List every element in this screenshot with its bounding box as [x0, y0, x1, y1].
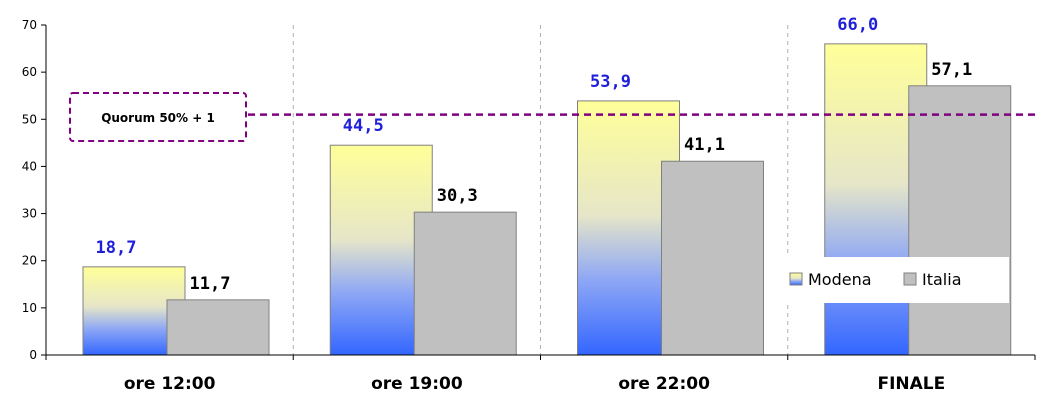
legend-label: Italia: [922, 270, 962, 289]
x-tick-label: ore 22:00: [618, 374, 710, 394]
data-label: 11,7: [190, 274, 231, 294]
data-label: 41,1: [684, 135, 725, 155]
data-label: 57,1: [931, 60, 972, 80]
quorum-label-box: [69, 92, 247, 142]
legend-box: [775, 257, 1009, 303]
legend: Modena Italia: [775, 257, 1009, 303]
y-tick-label: 30: [22, 207, 37, 221]
data-label: 66,0: [837, 15, 878, 35]
y-tick-label: 0: [29, 348, 37, 362]
data-label: 30,3: [437, 186, 478, 206]
bar-italia: [908, 85, 1012, 356]
bars-layer: [82, 43, 1012, 356]
y-tick-label: 70: [22, 18, 37, 32]
legend-label: Modena: [808, 270, 872, 289]
legend-swatch: [903, 272, 917, 286]
y-tick-label: 40: [22, 159, 37, 173]
data-label: 44,5: [343, 116, 384, 136]
quorum-label: Quorum 50% + 1: [101, 111, 215, 125]
y-tick-label: 50: [22, 112, 37, 126]
y-tick-label: 10: [22, 301, 37, 315]
x-tick-label: ore 12:00: [124, 374, 216, 394]
y-tick-label: 60: [22, 65, 37, 79]
x-tick-label: FINALE: [877, 374, 945, 394]
x-tick-label: ore 19:00: [371, 374, 463, 394]
bar-italia: [413, 211, 517, 356]
y-tick-label: 20: [22, 254, 37, 268]
reference-layer: Quorum 50% + 1: [69, 92, 1035, 142]
axes-layer: [41, 24, 1036, 360]
data-label: 53,9: [590, 72, 631, 92]
legend-swatch: [789, 272, 803, 286]
data-label: 18,7: [96, 238, 137, 258]
labels-layer: 0 10 20 30 40 50 60 70 ore 12:00 ore 19:00 ore 22:…: [22, 15, 973, 394]
bar-italia: [166, 299, 270, 356]
bar-italia: [661, 160, 764, 356]
